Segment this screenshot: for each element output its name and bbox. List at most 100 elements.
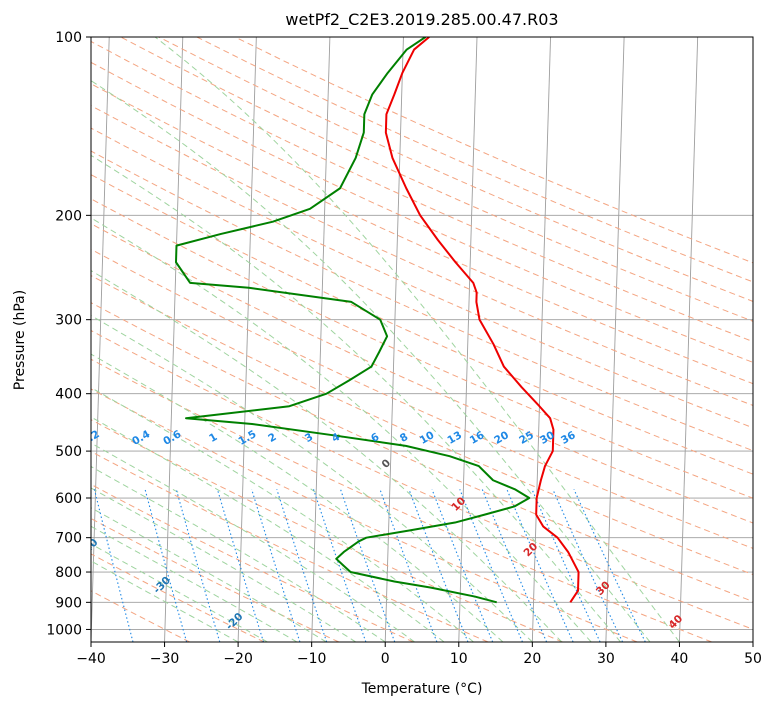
dry-adiabat-line [120, 37, 753, 322]
y-axis-ticks: 100 200 300 400 500 600 700 800 900 1000 [46, 30, 91, 638]
isotherm-line [752, 627, 753, 642]
x-axis-ticks: −40 −30 −20 −10 0 10 20 30 40 50 [76, 642, 762, 667]
dry-adiabat-line [91, 83, 753, 385]
plot-area: -100-90-80-70-60-50-40-30-20-10010203040… [6, 37, 753, 642]
dry-adiabat-line [91, 419, 563, 642]
moist-adiabat-line [91, 525, 298, 642]
y-tick-label: 500 [55, 444, 82, 460]
mixing-ratio-line [379, 489, 438, 642]
mixing-ratio-line [216, 489, 265, 642]
moist-adiabat-line [91, 314, 533, 642]
mixing-ratio-label: 16 [468, 429, 487, 447]
moist-adiabat-line [91, 487, 357, 642]
sounding-series [174, 37, 580, 604]
dry-adiabat-line [91, 483, 414, 642]
dry-adiabat-label: -40 [79, 536, 101, 558]
dry-adiabat-line [91, 388, 638, 642]
y-tick-label: 1000 [46, 622, 82, 638]
x-tick-label: 0 [381, 651, 390, 667]
moist-adiabat-line [91, 353, 504, 642]
moist-adiabat-line [91, 387, 474, 642]
x-tick-label: 20 [523, 651, 541, 667]
isotherm-line [91, 37, 110, 642]
mixing-ratio-line [144, 489, 188, 642]
moist-adiabat-line [91, 416, 445, 642]
mixing-ratio-label: 2 [266, 431, 278, 445]
dry-adiabat-line [91, 358, 712, 642]
dry-adiabat-label: -50 [6, 497, 28, 519]
mixing-ratio-label: 25 [517, 429, 536, 447]
mixing-ratio-line [175, 489, 221, 642]
y-tick-label: 400 [55, 387, 82, 403]
x-tick-label: 40 [671, 651, 689, 667]
mixing-ratio-label: 1 [207, 431, 219, 445]
y-tick-label: 200 [55, 208, 82, 224]
dry-adiabat-label: -30 [151, 574, 173, 596]
dry-adiabat-line [91, 150, 753, 452]
mixing-ratio-lines [93, 489, 646, 642]
x-tick-label: −40 [76, 651, 106, 667]
mixing-ratio-label: 8 [398, 431, 410, 445]
dry-adiabat-line [91, 223, 753, 524]
mixing-ratio-label: 13 [445, 429, 464, 447]
dry-adiabat-line [91, 274, 753, 576]
dry-adiabat-line [91, 553, 265, 642]
dry-adiabat-label: 0 [380, 457, 394, 471]
mixing-ratio-label: 4 [330, 431, 342, 445]
mixing-ratio-line [531, 489, 601, 642]
dry-adiabat-lines [91, 37, 753, 642]
y-tick-label: 900 [55, 595, 82, 611]
temperature-profile [384, 37, 580, 603]
dry-adiabat-line [91, 174, 753, 475]
mixing-ratio-line [431, 489, 494, 642]
plot-frame [90, 36, 754, 643]
isotherm-line [605, 37, 625, 642]
dry-adiabat-line [91, 105, 753, 407]
isobar-grid [91, 37, 753, 630]
mixing-ratio-line [251, 489, 301, 642]
x-tick-label: 30 [597, 651, 615, 667]
moist-adiabat-line [91, 560, 239, 642]
dry-adiabat-label: 20 [522, 540, 541, 559]
moist-adiabat-line [91, 154, 621, 642]
mixing-ratio-line [276, 489, 328, 642]
mixing-ratio-line [312, 489, 367, 642]
moist-adiabat-line [154, 37, 680, 642]
dry-adiabat-label: 40 [666, 613, 685, 632]
mixing-ratio-label: 10 [418, 429, 437, 447]
y-tick-label: 600 [55, 491, 82, 507]
dry-adiabat-line [91, 127, 753, 429]
dry-adiabat-line [91, 302, 753, 603]
moist-adiabat-line [91, 270, 563, 642]
moist-adiabat-line [91, 465, 386, 642]
isotherm-line [384, 37, 404, 642]
mixing-ratio-line [573, 489, 646, 642]
mixing-ratio-label: 0.6 [161, 428, 183, 448]
isotherm-line [678, 37, 699, 642]
mixing-ratio-label: 0.4 [130, 428, 152, 448]
x-tick-label: −30 [150, 651, 180, 667]
mixing-ratio-label: 20 [492, 429, 511, 447]
moist-adiabat-line [91, 543, 268, 642]
dry-adiabat-line [91, 450, 489, 642]
y-tick-label: 800 [55, 565, 82, 581]
isotherm-line [237, 37, 257, 642]
dewpoint-profile [174, 37, 531, 604]
mixing-ratio-line [93, 489, 134, 642]
isotherm-line [458, 37, 478, 642]
mixing-ratio-line [408, 489, 469, 642]
dry-adiabat-line [91, 590, 190, 642]
y-tick-label: 700 [55, 531, 82, 547]
chart-title: wetPf2_C2E3.2019.285.00.47.R03 [285, 10, 558, 30]
dry-adiabat-line [91, 248, 753, 549]
x-tick-label: 10 [450, 651, 468, 667]
moist-adiabat-line [91, 507, 327, 642]
moist-adiabat-line [91, 80, 651, 642]
mixing-ratio-line [552, 489, 624, 642]
y-tick-label: 300 [55, 313, 82, 329]
y-axis-label: Pressure (hPa) [12, 290, 28, 390]
dry-adiabat-line [91, 198, 753, 499]
mixing-ratio-label: 36 [559, 429, 578, 447]
isotherm-line [164, 37, 184, 642]
